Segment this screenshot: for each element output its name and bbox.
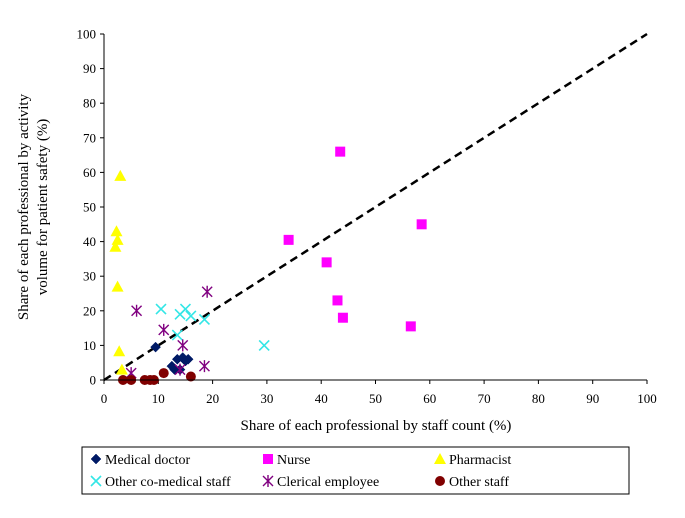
x-tick-label-40: 40 xyxy=(315,391,328,406)
legend: Medical doctor Nurse Pharmacist Other co-me… xyxy=(90,453,511,490)
y-tick-label-90: 90 xyxy=(83,61,96,76)
legend-marker-other-staff xyxy=(435,476,445,486)
x-tick-label-80: 80 xyxy=(532,391,545,406)
point-nurse-4 xyxy=(337,312,348,323)
legend-label-pharmacist: Pharmacist xyxy=(449,453,511,468)
y-tick-label-40: 40 xyxy=(83,234,96,249)
legend-marker-nurse xyxy=(263,454,273,464)
point-nurse-1 xyxy=(283,234,294,245)
point-clerical-employee-2 xyxy=(158,323,170,336)
point-clerical-employee-3 xyxy=(177,339,189,352)
y-tick-label-100: 100 xyxy=(77,27,97,42)
point-clerical-employee-6 xyxy=(174,363,186,376)
y-tick-label-70: 70 xyxy=(83,130,96,145)
point-pharmacist-4 xyxy=(111,280,124,292)
point-pharmacist-5 xyxy=(113,345,126,357)
x-axis-ticks: 0 10 20 30 40 50 60 70 80 90 100 xyxy=(101,380,657,406)
y-tick-label-60: 60 xyxy=(83,165,96,180)
y-axis-ticks: 0 10 20 30 40 50 60 70 80 90 100 xyxy=(77,27,104,388)
x-tick-label-100: 100 xyxy=(637,391,657,406)
legend-label-other-staff: Other staff xyxy=(449,475,509,490)
y-tick-label-80: 80 xyxy=(83,96,96,111)
legend-label-medical-doctor: Medical doctor xyxy=(105,453,190,468)
x-axis-title: Share of each professional by staff coun… xyxy=(241,418,512,434)
x-tick-label-0: 0 xyxy=(101,391,108,406)
x-tick-label-10: 10 xyxy=(152,391,165,406)
point-clerical-employee-0 xyxy=(201,285,213,298)
point-clerical-employee-4 xyxy=(198,360,210,373)
y-tick-label-0: 0 xyxy=(90,373,97,388)
point-medical-doctor-5 xyxy=(182,353,194,365)
point-pharmacist-1 xyxy=(110,225,123,237)
diagonal-reference-line xyxy=(103,32,648,382)
point-nurse-2 xyxy=(321,257,332,268)
point-other-co-medical-staff-4 xyxy=(198,313,211,326)
point-nurse-0 xyxy=(335,146,346,157)
point-other-co-medical-staff-6 xyxy=(258,339,270,351)
legend-marker-other-co-medical-staff xyxy=(90,475,102,487)
point-pharmacist-6 xyxy=(115,363,128,375)
y-tick-label-20: 20 xyxy=(83,303,96,318)
legend-label-clerical-employee: Clerical employee xyxy=(277,475,379,490)
y-tick-label-30: 30 xyxy=(83,269,96,284)
x-tick-label-20: 20 xyxy=(206,391,219,406)
point-pharmacist-3 xyxy=(109,240,122,252)
point-nurse-5 xyxy=(405,321,416,332)
legend-label-other-co-medical-staff: Other co-medical staff xyxy=(105,475,231,490)
y-axis-title-line-2: volume for patient safety (%) xyxy=(35,119,51,296)
legend-box xyxy=(81,446,630,495)
x-tick-label-30: 30 xyxy=(260,391,273,406)
y-axis-title-line-1: Share of each professional by activity xyxy=(16,93,32,320)
y-tick-label-50: 50 xyxy=(83,200,96,215)
point-other-co-medical-staff-5 xyxy=(171,329,183,341)
point-other-co-medical-staff-2 xyxy=(179,303,192,315)
y-tick-label-10: 10 xyxy=(83,338,96,353)
point-medical-doctor-0 xyxy=(150,341,161,353)
point-nurse-3 xyxy=(332,295,343,306)
legend-label-nurse: Nurse xyxy=(277,453,310,468)
x-tick-label-50: 50 xyxy=(369,391,382,406)
point-pharmacist-2 xyxy=(111,233,124,245)
point-other-co-medical-staff-3 xyxy=(185,310,197,322)
x-tick-label-90: 90 xyxy=(586,391,599,406)
legend-marker-medical-doctor xyxy=(90,453,102,465)
legend-marker-clerical-employee xyxy=(262,475,274,487)
data-points xyxy=(109,146,427,385)
legend-marker-pharmacist xyxy=(434,453,446,464)
point-pharmacist-0 xyxy=(114,169,127,181)
point-other-staff-6 xyxy=(185,371,196,382)
point-other-co-medical-staff-0 xyxy=(155,303,167,315)
x-tick-label-70: 70 xyxy=(478,391,491,406)
point-nurse-6 xyxy=(416,219,427,230)
point-other-staff-5 xyxy=(158,368,169,379)
point-clerical-employee-1 xyxy=(131,304,143,317)
y-axis-title-group: Share of each professional by activity v… xyxy=(16,93,51,320)
x-tick-label-60: 60 xyxy=(423,391,436,406)
